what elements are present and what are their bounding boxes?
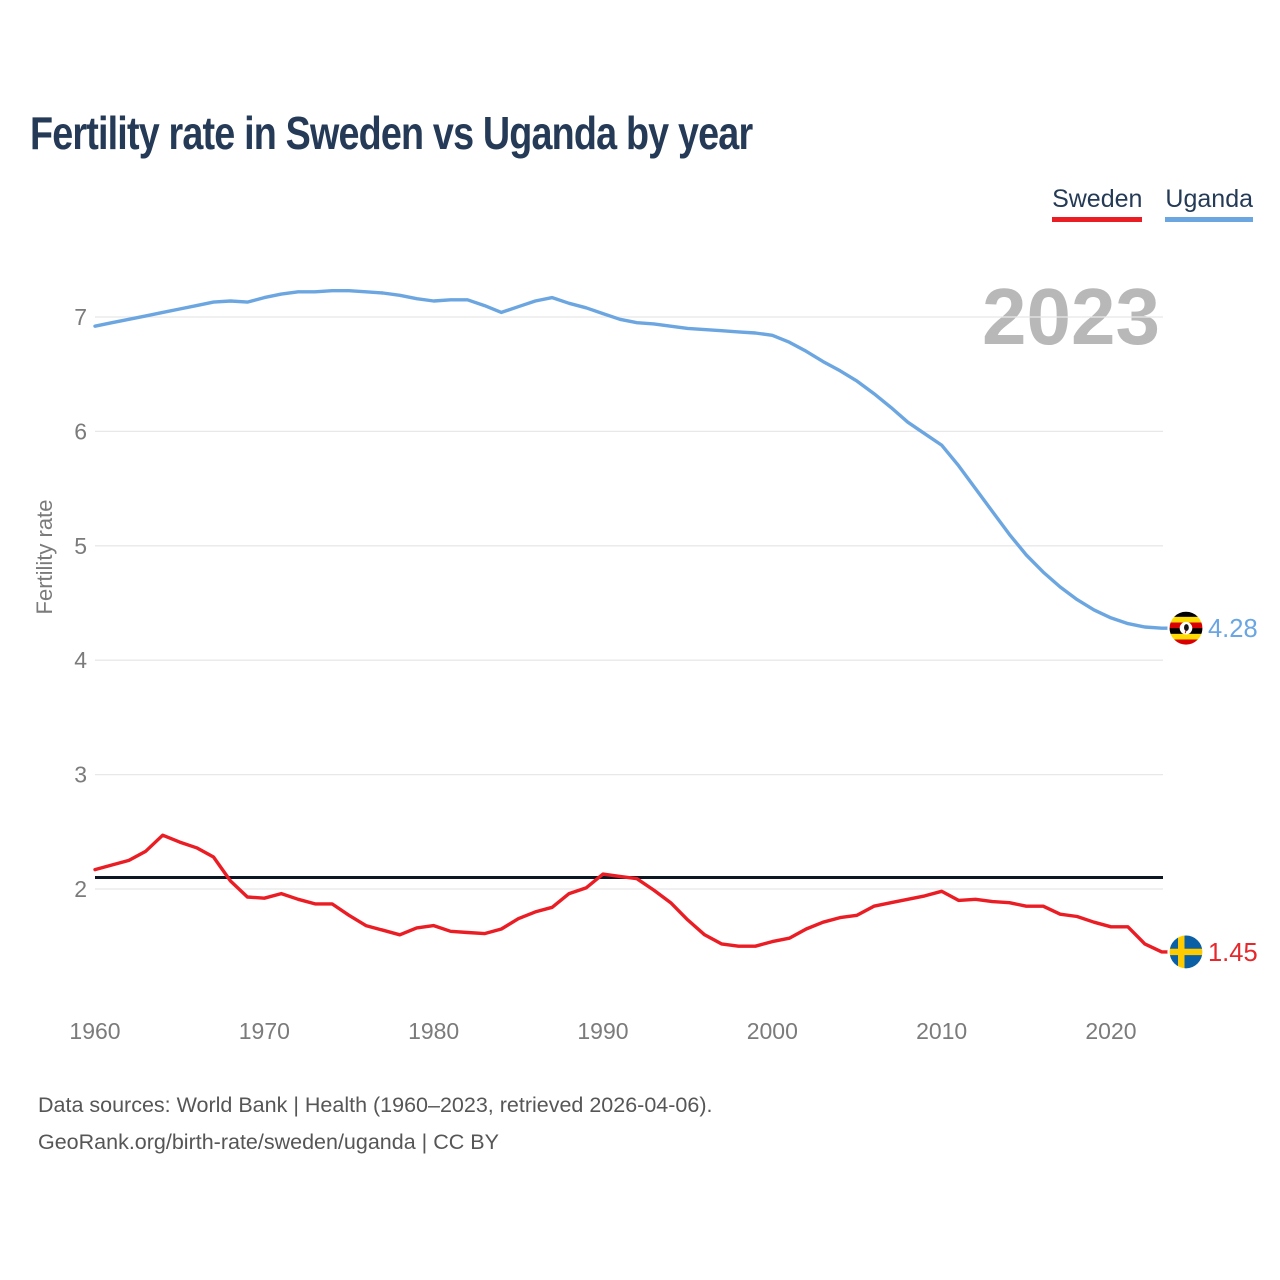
x-tick-label: 2020: [1085, 1018, 1136, 1044]
legend-item-sweden[interactable]: Sweden: [1052, 185, 1143, 222]
uganda-line[interactable]: [93, 289, 1173, 630]
page-title: Fertility rate in Sweden vs Uganda by ye…: [30, 107, 753, 159]
sweden-flag-icon: [1167, 933, 1205, 971]
footer: Data sources: World Bank | Health (1960–…: [38, 1087, 712, 1161]
footer-datasources: Data sources: World Bank | Health (1960–…: [38, 1093, 713, 1117]
legend-underline-sweden: [1052, 217, 1143, 222]
y-tick-label: 3: [74, 762, 87, 788]
x-tick-label: 2010: [916, 1018, 967, 1044]
uganda-end-value: 4.28: [1208, 615, 1258, 643]
uganda-flag-icon: [1167, 609, 1205, 647]
legend: Sweden Uganda: [1052, 185, 1253, 222]
y-tick-label: 7: [74, 304, 87, 330]
x-tick-label: 1970: [239, 1018, 290, 1044]
x-tick-label: 1990: [577, 1018, 628, 1044]
y-tick-label: 5: [74, 533, 87, 559]
x-tick-label: 2000: [747, 1018, 798, 1044]
y-tick-label: 2: [74, 876, 87, 902]
footer-attribution: GeoRank.org/birth-rate/sweden/uganda | C…: [38, 1130, 499, 1154]
x-tick-label: 1980: [408, 1018, 459, 1044]
sweden-end-value: 1.45: [1208, 939, 1258, 967]
x-tick-label: 1960: [69, 1018, 120, 1044]
legend-label-uganda: Uganda: [1165, 185, 1253, 213]
y-tick-label: 6: [74, 418, 87, 444]
sweden-line[interactable]: [93, 833, 1173, 954]
legend-underline-uganda: [1165, 217, 1253, 222]
y-tick-label: 4: [74, 647, 87, 673]
legend-label-sweden: Sweden: [1052, 185, 1143, 213]
y-axis-title: Fertility rate: [32, 499, 57, 615]
legend-item-uganda[interactable]: Uganda: [1165, 185, 1253, 222]
